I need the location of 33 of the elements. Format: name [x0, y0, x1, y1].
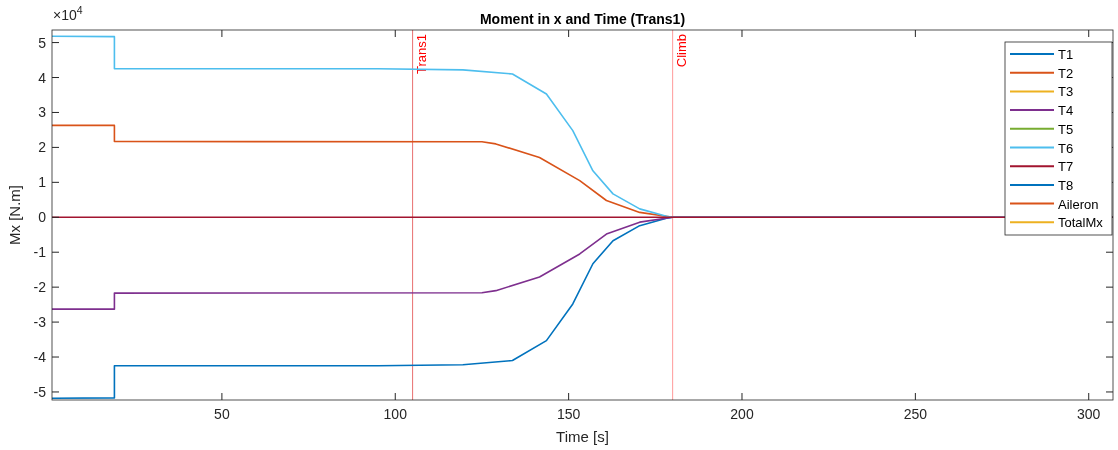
y-tick-label: 5: [38, 34, 47, 51]
legend-label: T2: [1058, 65, 1074, 81]
y-tick-label: -1: [33, 244, 47, 261]
legend-label: T3: [1058, 84, 1074, 100]
legend-label: T1: [1058, 47, 1074, 62]
x-tick-label: 150: [556, 406, 581, 422]
chart-title: Moment in x and Time (Trans1): [479, 11, 686, 27]
x-tick-label: 250: [903, 406, 928, 422]
y-axis-title: Mx [N.m]: [6, 185, 23, 245]
legend-label: T7: [1058, 159, 1074, 175]
text: ×10$^{4}$: [53, 4, 83, 23]
y-tick-label: -5: [33, 383, 47, 400]
legend-label: TotalMx: [1058, 215, 1104, 231]
y-tick-label: -2: [33, 279, 47, 296]
x-tick-label: 100: [383, 406, 408, 422]
y-tick-label: 1: [38, 174, 47, 191]
y-tick-label: 0: [38, 209, 47, 226]
legend-label: T4: [1058, 103, 1074, 119]
x-tick-label: 200: [730, 406, 754, 422]
x-tick-label: 300: [1077, 406, 1101, 422]
y-tick-label: -3: [33, 314, 47, 331]
ref-line-label: Climb: [673, 34, 689, 68]
y-tick-label: -4: [33, 349, 47, 366]
legend-label: Aileron: [1058, 196, 1099, 212]
y-tick-label: 3: [38, 104, 47, 121]
y-tick-label: 4: [38, 69, 47, 86]
y-tick-label: 2: [38, 139, 47, 156]
x-tick-label: 50: [214, 406, 230, 422]
x-axis-title: Time [s]: [556, 428, 609, 445]
ref-line-label: Trans1: [413, 34, 429, 74]
legend-label: T6: [1058, 140, 1074, 156]
legend-label: T8: [1058, 177, 1074, 193]
legend-label: T5: [1058, 121, 1074, 137]
